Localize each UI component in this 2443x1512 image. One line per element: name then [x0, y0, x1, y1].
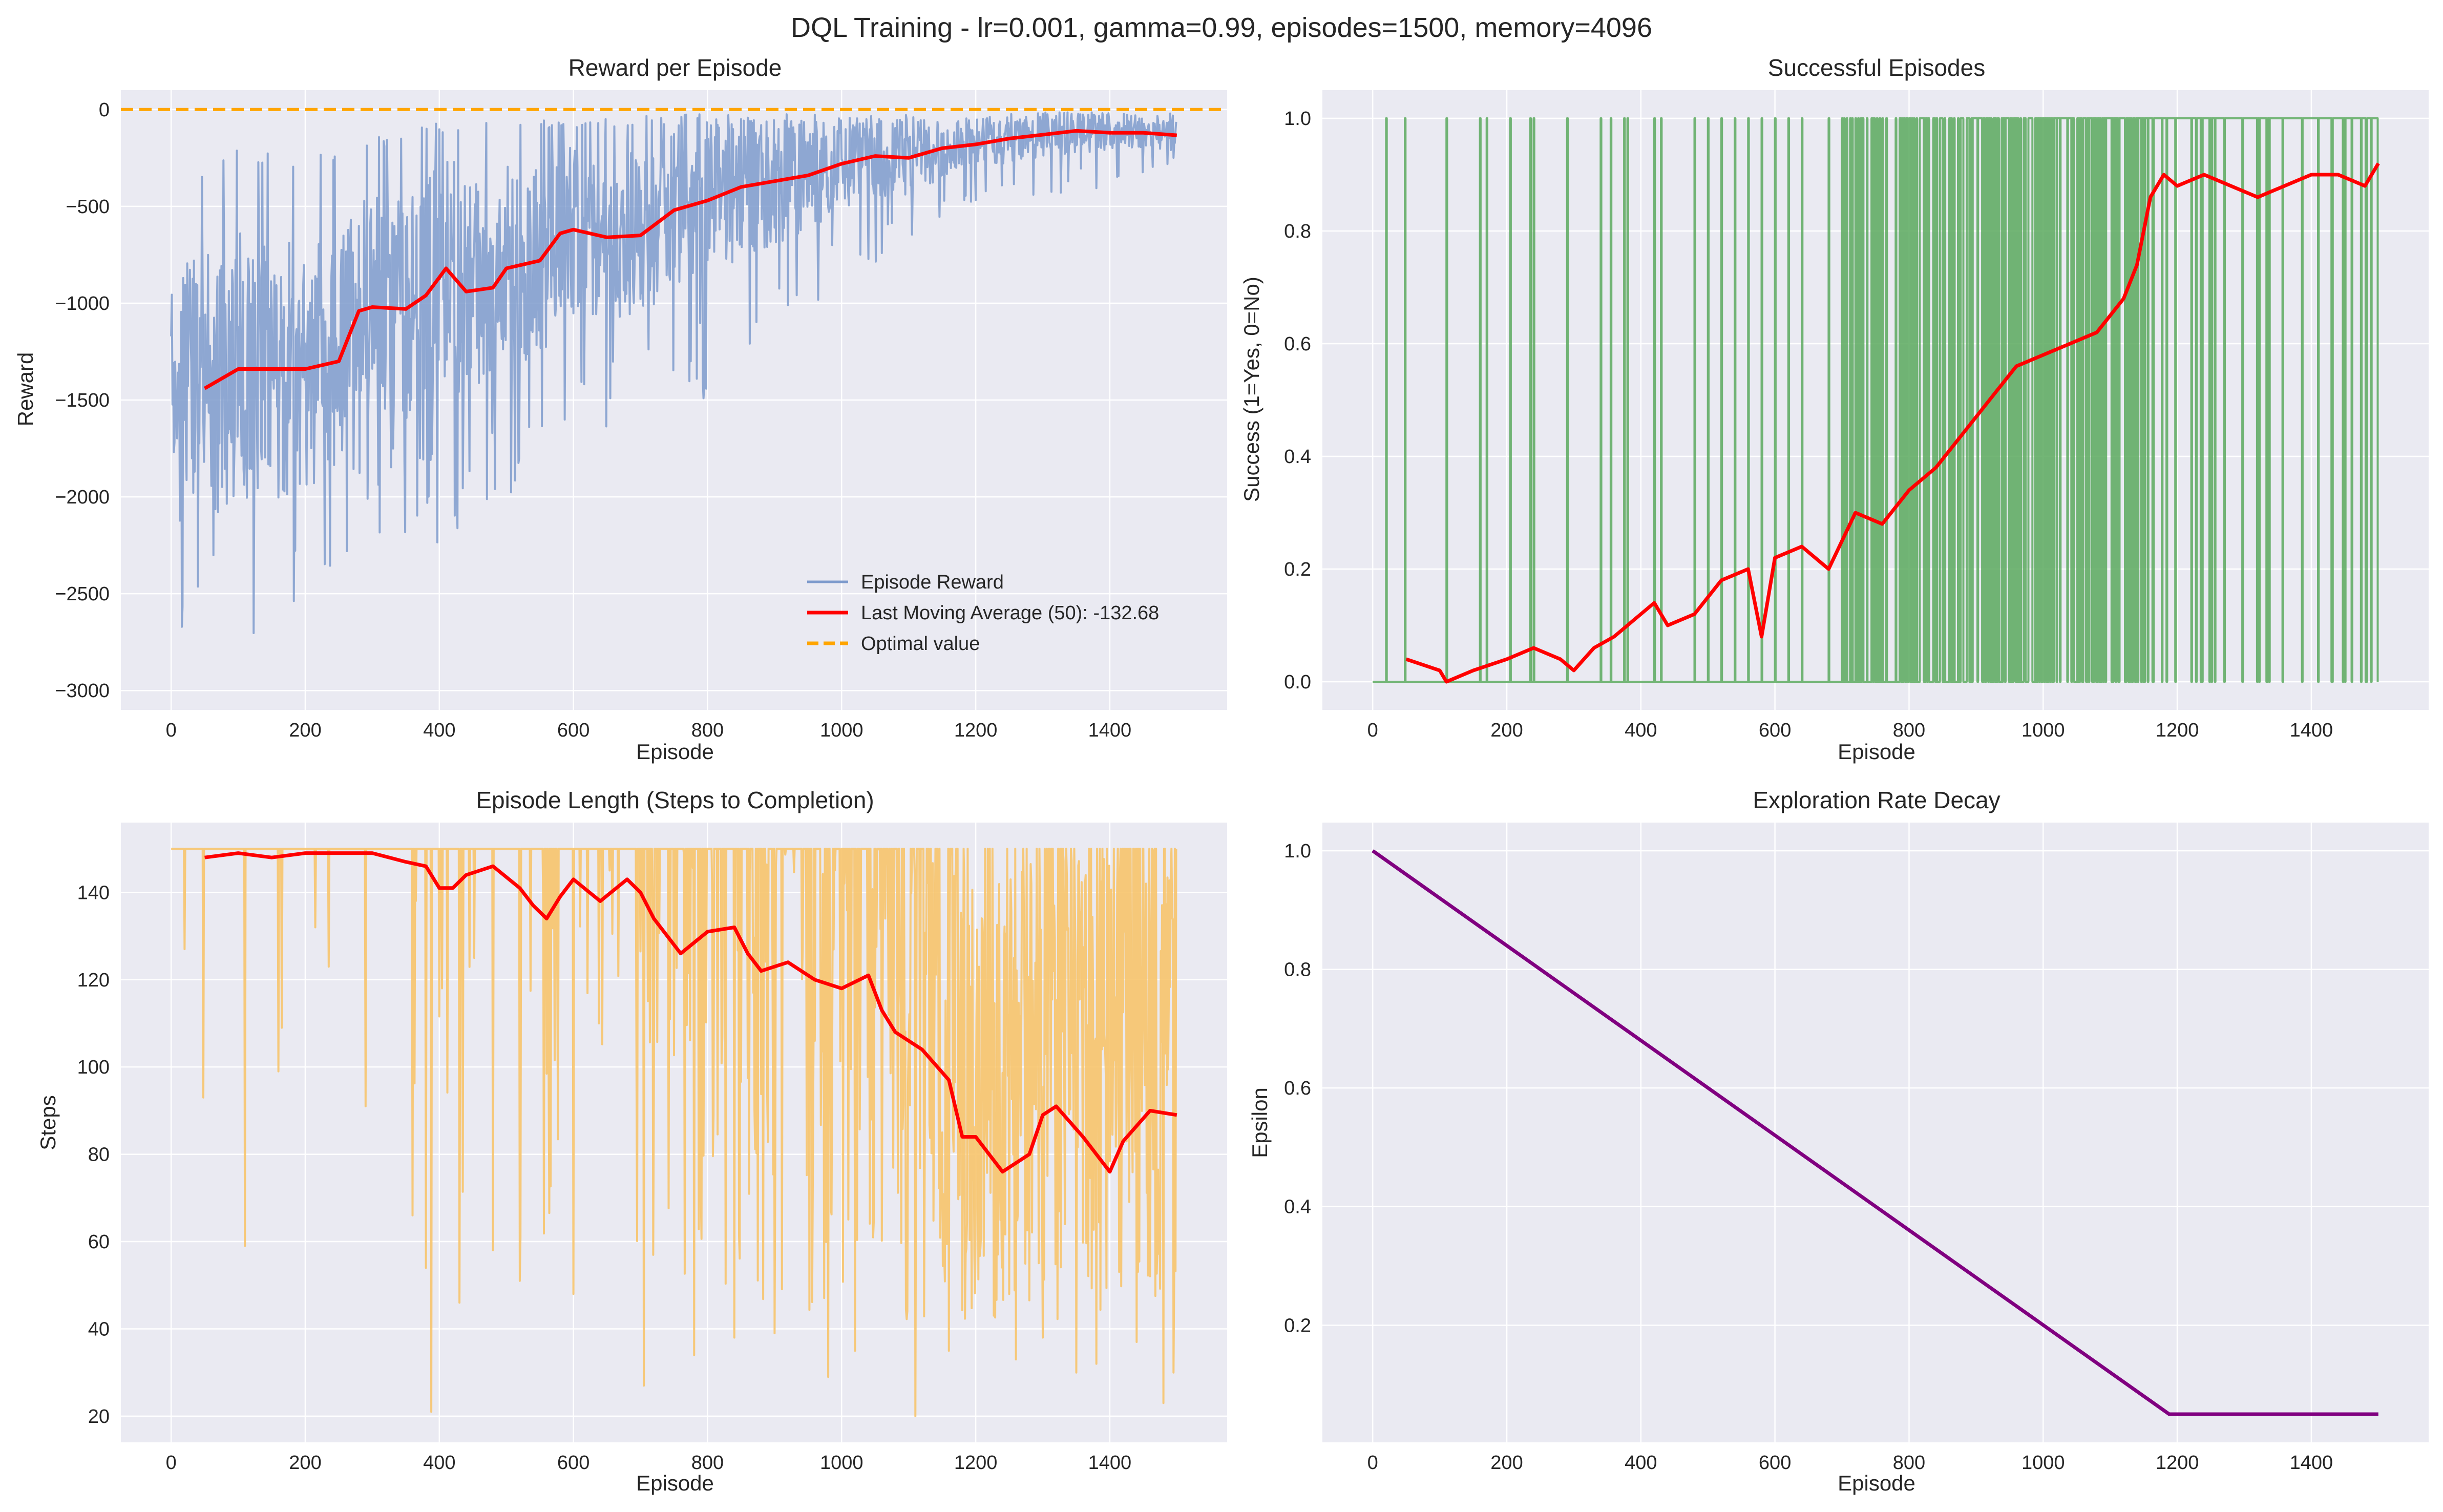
legend-label: Last Moving Average (50): -132.68 [861, 602, 1159, 624]
success-moving-average-line [1405, 162, 2380, 684]
reward-x-tick-label: 1400 [1088, 720, 1132, 741]
epsilon-x-tick-label: 400 [1625, 1452, 1657, 1474]
success-x-tick-label: 600 [1759, 720, 1791, 741]
success-y-tick-label: 0.6 [1284, 333, 1311, 355]
success-x-tick-label: 0 [1367, 720, 1378, 741]
success-y-tick-label: 0.4 [1284, 446, 1311, 468]
steps-y-tick-label: 140 [77, 882, 110, 904]
steps-y-tick-label: 20 [88, 1406, 110, 1427]
success-raw-line [1372, 117, 2379, 683]
steps-panel: Episode Length (Steps to Completion) Epi… [36, 787, 1227, 1495]
epsilon-x-tick-label: 1400 [2290, 1452, 2333, 1474]
reward-series-group [121, 108, 1227, 634]
reward-y-tick-label: −2500 [55, 583, 110, 605]
epsilon-x-tick-label: 200 [1490, 1452, 1523, 1474]
steps-x-tick-label: 800 [691, 1452, 724, 1474]
steps-y-tick-label: 120 [77, 970, 110, 991]
reward-y-tick-label: −1000 [55, 293, 110, 314]
epsilon-x-tick-label: 1000 [2021, 1452, 2065, 1474]
reward-legend: Episode Reward Last Moving Average (50): … [807, 572, 1159, 655]
legend-label: Episode Reward [861, 572, 1004, 593]
reward-x-tick-label: 800 [691, 720, 724, 741]
steps-y-tick-label: 80 [88, 1144, 110, 1166]
reward-title: Reward per Episode [568, 54, 782, 81]
steps-moving-average-line [204, 851, 1177, 1174]
reward-x-tick-label: 600 [557, 720, 589, 741]
reward-y-tick-label: −2000 [55, 487, 110, 508]
reward-y-tick-label: 0 [99, 99, 110, 121]
legend-label: Optimal value [861, 633, 980, 655]
steps-y-tick-label: 100 [77, 1057, 110, 1078]
steps-x-tick-label: 1400 [1088, 1452, 1132, 1474]
epsilon-y-tick-label: 1.0 [1284, 841, 1311, 862]
steps-x-tick-label: 0 [166, 1452, 177, 1474]
success-ylabel: Success (1=Yes, 0=No) [1239, 277, 1263, 502]
steps-x-tick-label: 1000 [820, 1452, 864, 1474]
success-series-group [1372, 117, 2380, 684]
success-y-tick-label: 0.0 [1284, 671, 1311, 693]
steps-series-group [171, 848, 1177, 1417]
epsilon-title: Exploration Rate Decay [1753, 787, 2000, 813]
success-y-tick-label: 0.8 [1284, 221, 1311, 242]
reward-x-tick-label: 400 [423, 720, 455, 741]
episode-reward-line [170, 111, 1177, 634]
reward-x-tick-label: 200 [289, 720, 321, 741]
reward-y-tick-label: −3000 [55, 680, 110, 702]
success-x-tick-label: 800 [1893, 720, 1925, 741]
reward-x-tick-label: 0 [166, 720, 177, 741]
reward-y-tick-label: −1500 [55, 390, 110, 411]
epsilon-x-tick-label: 800 [1893, 1452, 1925, 1474]
reward-xlabel: Episode [636, 740, 714, 764]
success-x-tick-label: 400 [1625, 720, 1657, 741]
epsilon-x-tick-label: 1200 [2156, 1452, 2199, 1474]
epsilon-series-group [1372, 849, 2378, 1416]
epsilon-y-tick-label: 0.6 [1284, 1078, 1311, 1099]
reward-panel: Reward per Episode Episode Reward 0 200 40… [13, 54, 1227, 764]
reward-x-tick-label: 1000 [820, 720, 864, 741]
epsilon-y-tick-label: 0.2 [1284, 1315, 1311, 1336]
episode-steps-line [171, 848, 1177, 1417]
steps-x-tick-label: 600 [557, 1452, 589, 1474]
success-x-tick-label: 1400 [2290, 720, 2333, 741]
steps-y-tick-label: 60 [88, 1231, 110, 1253]
steps-x-tick-label: 1200 [954, 1452, 998, 1474]
epsilon-decay-line [1372, 849, 2378, 1416]
epsilon-x-tick-label: 600 [1759, 1452, 1791, 1474]
success-x-tick-label: 1000 [2021, 720, 2065, 741]
steps-xlabel: Episode [636, 1471, 714, 1495]
epsilon-plot-area [1322, 823, 2429, 1442]
success-y-tick-label: 0.2 [1284, 559, 1311, 580]
epsilon-y-tick-label: 0.4 [1284, 1196, 1311, 1218]
epsilon-ylabel: Epsilon [1248, 1087, 1272, 1158]
success-y-tick-label: 1.0 [1284, 108, 1311, 130]
success-x-tick-label: 1200 [2156, 720, 2199, 741]
epsilon-y-tick-label: 0.8 [1284, 959, 1311, 981]
success-x-tick-label: 200 [1490, 720, 1523, 741]
steps-title: Episode Length (Steps to Completion) [476, 787, 874, 813]
epsilon-panel: Exploration Rate Decay Episode Epsilon 0… [1248, 787, 2429, 1495]
reward-moving-average-line [203, 129, 1177, 390]
steps-ylabel: Steps [36, 1095, 60, 1150]
success-xlabel: Episode [1838, 740, 1915, 764]
steps-x-tick-label: 200 [289, 1452, 321, 1474]
steps-y-tick-label: 40 [88, 1318, 110, 1340]
success-title: Successful Episodes [1768, 54, 1985, 81]
reward-y-tick-label: −500 [66, 196, 110, 218]
reward-ylabel: Reward [13, 352, 37, 427]
epsilon-x-tick-label: 0 [1367, 1452, 1378, 1474]
success-panel: Successful Episodes Episode Success (1=Y… [1239, 54, 2429, 764]
figure-title: DQL Training - lr=0.001, gamma=0.99, epi… [791, 12, 1652, 43]
steps-x-tick-label: 400 [423, 1452, 455, 1474]
reward-x-tick-label: 1200 [954, 720, 998, 741]
epsilon-xlabel: Episode [1838, 1471, 1915, 1495]
